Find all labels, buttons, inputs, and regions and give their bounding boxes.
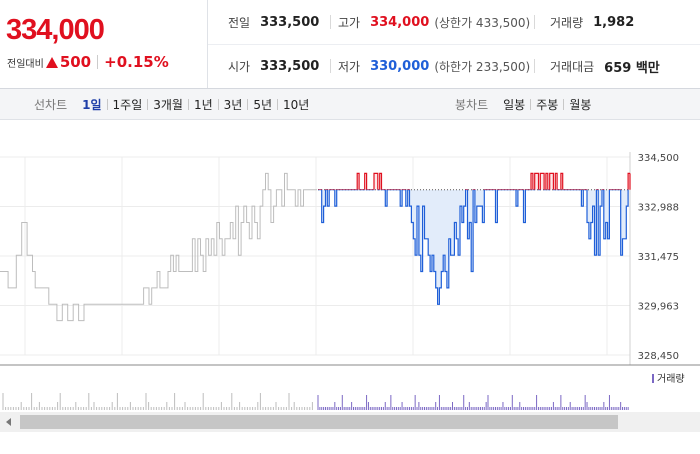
stats-table: 전일 333,500 고가 334,000 (상한가 433,500) 거래량 …: [208, 0, 700, 88]
divider: [147, 98, 149, 110]
y-tick-label: 328,450: [638, 351, 679, 362]
up-triangle-icon: [45, 56, 58, 68]
y-axis: 334,500 332,988 331,475 329,963 328,450: [638, 153, 679, 362]
divider: [534, 15, 535, 29]
volume-area: [2, 393, 629, 410]
divider: [330, 15, 331, 29]
stats-row: 시가 333,500 저가 330,000 (하한가 233,500) 거래대금…: [208, 44, 700, 88]
stat-label: 거래량: [550, 15, 584, 30]
stat-label: 시가: [228, 59, 251, 74]
divider: [530, 98, 532, 110]
tab-daily[interactable]: 일봉: [503, 97, 526, 112]
tab-10y[interactable]: 10년: [283, 97, 310, 112]
tab-monthly[interactable]: 월봉: [569, 97, 592, 112]
y-tick-label: 332,988: [638, 203, 679, 214]
tab-1d[interactable]: 1일: [82, 97, 102, 112]
stat-low: 저가 330,000 (하한가 233,500): [338, 44, 530, 88]
divider: [97, 55, 99, 69]
stat-trade-value: 거래대금 659 백만: [550, 44, 660, 88]
change-row: 전일대비 500 +0.15%: [7, 53, 169, 71]
scrollbar-thumb[interactable]: [20, 415, 618, 429]
divider: [247, 98, 249, 110]
chart-tabbar: 선차트 1일 1주일 3개월 1년 3년 5년 10년 봉차트 일봉 주봉 월봉: [0, 89, 700, 120]
series-line-up: [318, 172, 630, 190]
divider: [534, 59, 535, 73]
tab-3m[interactable]: 3개월: [153, 97, 183, 112]
tab-5y[interactable]: 5년: [253, 97, 273, 112]
scrollbar[interactable]: [0, 412, 700, 432]
line-chart-tabs: 선차트 1일 1주일 3개월 1년 3년 5년 10년: [34, 89, 314, 119]
price-summary: 334,000 전일대비 500 +0.15%: [0, 0, 208, 88]
quote-header: 334,000 전일대비 500 +0.15% 전일 333,500 고가 33…: [0, 0, 700, 89]
stat-label: 저가: [338, 59, 361, 74]
y-tick-label: 329,963: [638, 302, 679, 313]
line-chart-label: 선차트: [34, 97, 68, 112]
stat-sub: (상한가 433,500): [434, 15, 531, 30]
series-line-prev-day: [0, 172, 317, 322]
y-tick-label: 331,475: [638, 252, 679, 263]
stat-prev-close: 전일 333,500: [228, 0, 319, 44]
y-tick-label: 334,500: [638, 153, 679, 164]
volume-legend: 거래량: [652, 373, 685, 385]
divider: [330, 59, 331, 73]
volume-legend-swatch: [652, 374, 654, 383]
tab-3y[interactable]: 3년: [223, 97, 243, 112]
divider: [187, 98, 189, 110]
change-label: 전일대비: [7, 58, 44, 70]
divider: [277, 98, 279, 110]
change-rate: +0.15%: [104, 53, 169, 71]
stat-value: 659 백만: [604, 60, 660, 76]
candle-chart-label: 봉차트: [455, 97, 489, 112]
intraday-chart: 334,500 332,988 331,475 329,963 328,450 거래량: [0, 152, 700, 432]
stat-value: 334,000: [370, 14, 430, 30]
stat-label: 전일: [228, 15, 251, 30]
tab-weekly[interactable]: 주봉: [536, 97, 559, 112]
stat-volume: 거래량 1,982: [550, 0, 634, 44]
grid: [0, 152, 700, 366]
area-above-reference: [318, 173, 630, 190]
volume-legend-label: 거래량: [657, 373, 685, 385]
change-value: 500: [59, 53, 92, 71]
tab-1w[interactable]: 1주일: [112, 97, 143, 112]
stat-label: 고가: [338, 15, 361, 30]
plot-area: [0, 172, 631, 322]
divider: [106, 98, 108, 110]
tab-1y[interactable]: 1년: [193, 97, 213, 112]
stat-value: 330,000: [370, 58, 430, 74]
series-line-down: [318, 189, 629, 305]
candle-chart-tabs: 봉차트 일봉 주봉 월봉: [455, 89, 596, 119]
stat-value: 333,500: [260, 14, 320, 30]
stat-open: 시가 333,500: [228, 44, 319, 88]
stat-label: 거래대금: [550, 59, 595, 74]
current-price: 334,000: [6, 14, 105, 46]
scroll-left-icon[interactable]: [6, 418, 11, 426]
stat-sub: (하한가 233,500): [434, 59, 531, 74]
divider: [563, 98, 565, 110]
divider: [217, 98, 219, 110]
stat-high: 고가 334,000 (상한가 433,500): [338, 0, 530, 44]
price-chart: 334,500 332,988 331,475 329,963 328,450 거래량: [0, 120, 700, 450]
stat-value: 333,500: [260, 58, 320, 74]
stat-value: 1,982: [593, 14, 635, 30]
stats-row: 전일 333,500 고가 334,000 (상한가 433,500) 거래량 …: [208, 0, 700, 45]
